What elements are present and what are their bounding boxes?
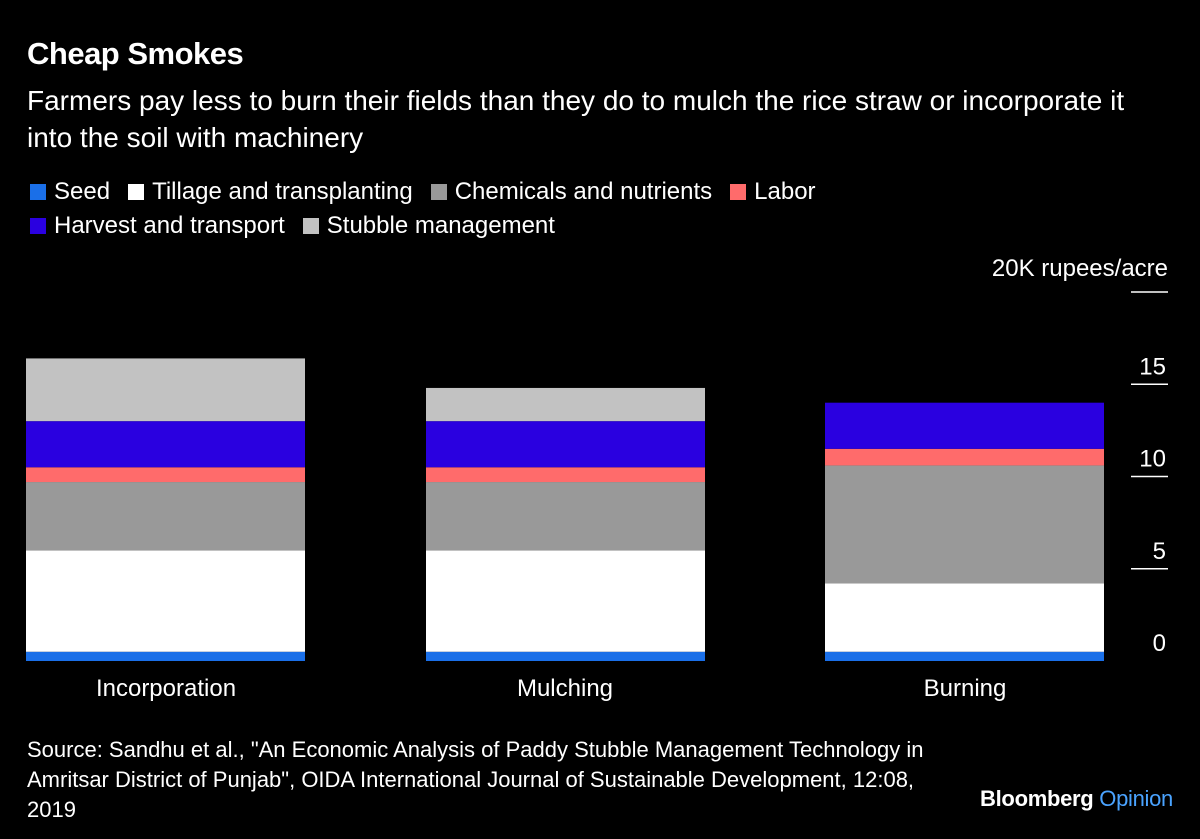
bar-segment [825, 465, 1104, 584]
bar-segment [26, 651, 305, 661]
y-tick-label: 10 [1139, 446, 1166, 473]
legend-item: Chemicals and nutrients [430, 175, 713, 209]
legend-swatch [430, 184, 447, 200]
bar-segment [426, 421, 705, 468]
legend-item: Stubble management [302, 209, 555, 243]
legend-swatch [30, 184, 46, 200]
bar-segment [426, 467, 705, 483]
legend-label: Tillage and transplanting [152, 178, 413, 205]
brand-primary: Bloomberg [980, 786, 1094, 811]
legend-label: Harvest and transport [54, 212, 285, 239]
legend-item: Harvest and transport [30, 209, 285, 243]
bar-segment [825, 651, 1104, 661]
bar-segment [825, 448, 1104, 466]
bar-segment [26, 358, 305, 422]
bar-segment [825, 402, 1104, 449]
chart-subtitle: Farmers pay less to burn their fields th… [27, 85, 1125, 153]
x-tick-label: Incorporation [96, 675, 236, 702]
brand-secondary: Opinion [1099, 786, 1173, 811]
y-tick-label: 15 [1139, 353, 1166, 380]
bar-segment [825, 583, 1104, 652]
legend-label: Seed [54, 178, 111, 205]
bar-segment [426, 550, 705, 652]
legend-label: Stubble management [326, 212, 555, 239]
x-tick-label: Burning [924, 675, 1007, 702]
bar-segment [26, 550, 305, 652]
bar-segment [426, 482, 705, 551]
y-tick-label: 5 [1153, 538, 1166, 565]
x-tick-label: Mulching [517, 675, 613, 702]
legend-item: Labor [730, 175, 816, 209]
bar-segment [26, 482, 305, 551]
bar-segment [26, 421, 305, 468]
legend-swatch [128, 184, 145, 200]
bar-segment [426, 651, 705, 661]
legend-item: Tillage and transplanting [128, 175, 413, 209]
legend-item: Seed [30, 175, 110, 209]
chart-title: Cheap Smokes [27, 36, 244, 71]
legend-swatch [30, 218, 46, 234]
bar-segment [26, 467, 305, 483]
y-axis-unit-label: 20K rupees/acre [991, 255, 1168, 282]
bar-segment [426, 387, 705, 422]
legend-swatch [302, 218, 319, 234]
legend-label: Chemicals and nutrients [454, 178, 713, 205]
legend-swatch [730, 184, 747, 200]
brand-logo: Bloomberg Opinion [980, 786, 1173, 812]
source-note: Source: Sandhu et al., "An Economic Anal… [27, 737, 924, 822]
chart-legend: Seed Tillage and transplanting Chemicals a… [30, 175, 1030, 243]
y-tick-label: 0 [1153, 630, 1166, 657]
legend-label: Labor [754, 178, 816, 205]
